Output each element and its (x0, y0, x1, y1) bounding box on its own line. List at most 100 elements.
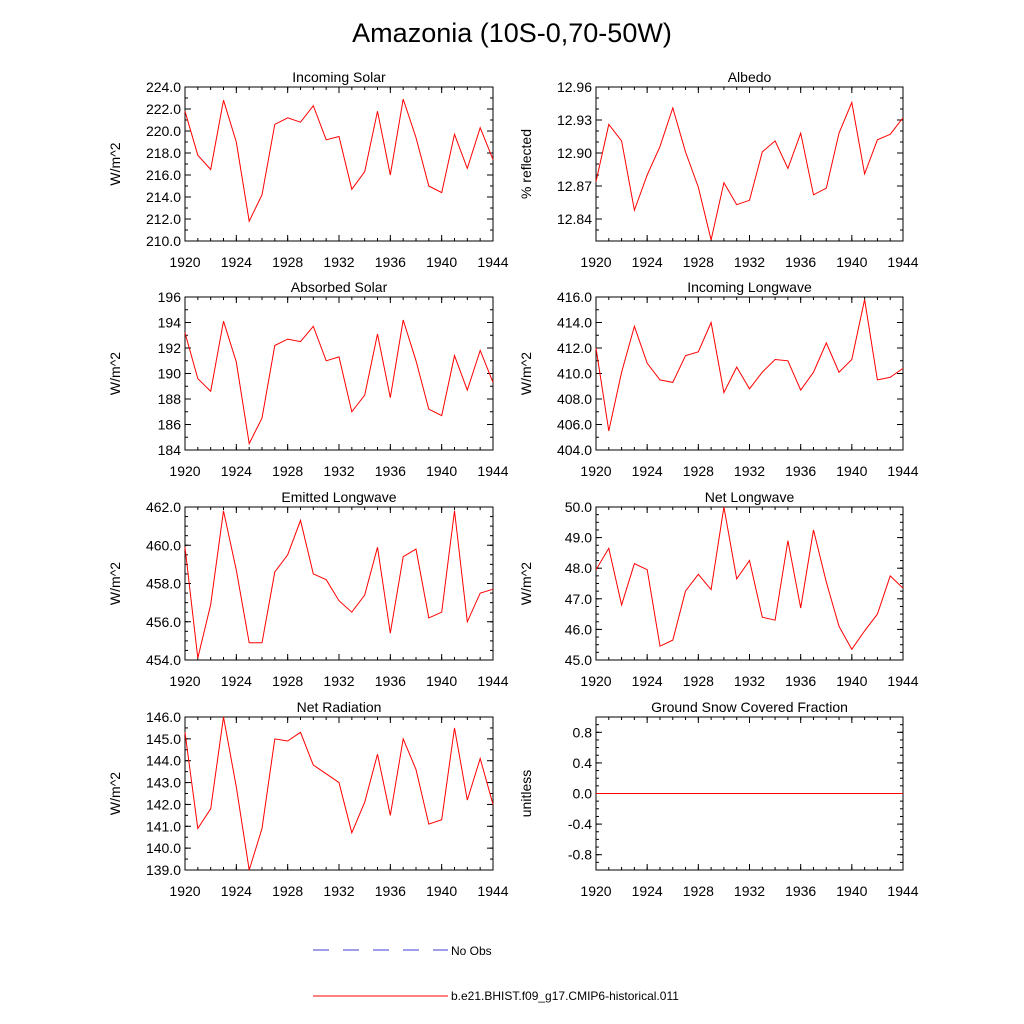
x-tick-label: 1944 (477, 463, 508, 479)
y-tick-label: 46.0 (565, 621, 592, 637)
x-tick-label: 1924 (221, 254, 252, 270)
x-tick-label: 1928 (272, 254, 303, 270)
x-tick-label: 1932 (323, 673, 354, 689)
x-tick-label: 1936 (785, 463, 816, 479)
x-tick-label: 1920 (169, 254, 200, 270)
series-line (184, 716, 494, 871)
y-axis-label: W/m^2 (107, 772, 123, 815)
y-tick-label: 216.0 (146, 167, 181, 183)
panel-title: Incoming Longwave (687, 279, 812, 295)
y-tick-label: 190 (158, 366, 182, 382)
x-tick-label: 1940 (426, 254, 457, 270)
y-tick-label: 0.8 (573, 724, 593, 740)
y-axis-label: unitless (518, 770, 534, 817)
y-tick-label: 48.0 (565, 560, 592, 576)
y-tick-label: 416.0 (557, 289, 592, 305)
x-tick-label: 1928 (683, 254, 714, 270)
x-tick-label: 1944 (477, 883, 508, 899)
series-line (184, 510, 494, 659)
panel-5: Emitted Longwave 1920 1924 1928 1932 1936 1940… (107, 489, 509, 689)
y-axis-label: W/m^2 (107, 142, 123, 185)
panel-title: Albedo (728, 69, 772, 85)
x-tick-label: 1928 (683, 883, 714, 899)
legend: No Obs b.e21.BHIST.f09_g17.CMIP6-historic… (313, 944, 679, 1003)
legend-label-model: b.e21.BHIST.f09_g17.CMIP6-historical.011 (451, 989, 679, 1003)
x-tick-label: 1932 (734, 254, 765, 270)
x-tick-label: 1924 (221, 673, 252, 689)
y-axis-label: W/m^2 (518, 562, 534, 605)
x-tick-label: 1940 (836, 254, 867, 270)
y-tick-label: 406.0 (557, 417, 592, 433)
series-line (184, 319, 494, 446)
y-tick-label: 186 (158, 417, 182, 433)
x-tick-label: 1940 (426, 463, 457, 479)
y-tick-label: 192 (158, 340, 182, 356)
panel-4: Incoming Longwave 1920 1924 1928 1932 1936 194… (518, 279, 919, 479)
panel-8: Ground Snow Covered Fraction 1920 1924 1928… (518, 699, 919, 899)
y-tick-label: 12.96 (557, 79, 592, 95)
x-tick-label: 1940 (836, 463, 867, 479)
y-tick-label: 188 (158, 391, 182, 407)
y-axis-label: W/m^2 (107, 562, 123, 605)
y-tick-label: 404.0 (557, 442, 592, 458)
panel-title: Ground Snow Covered Fraction (651, 699, 848, 715)
x-tick-label: 1936 (375, 673, 406, 689)
x-tick-label: 1920 (580, 883, 611, 899)
panel-title: Net Longwave (705, 489, 795, 505)
y-tick-label: 50.0 (565, 499, 592, 515)
y-tick-label: 142.0 (146, 796, 181, 812)
y-tick-label: 456.0 (146, 614, 181, 630)
plot-frame (184, 296, 494, 451)
panel-title: Incoming Solar (292, 69, 386, 85)
x-tick-label: 1932 (734, 673, 765, 689)
x-tick-label: 1940 (836, 883, 867, 899)
x-tick-label: 1920 (169, 673, 200, 689)
x-tick-label: 1936 (375, 254, 406, 270)
figure-title: Amazonia (10S-0,70-50W) (352, 18, 672, 48)
x-tick-label: 1924 (221, 463, 252, 479)
x-tick-label: 1944 (477, 673, 508, 689)
x-tick-label: 1932 (323, 883, 354, 899)
panel-3: Absorbed Solar 1920 1924 1928 1932 1936 1940 19… (107, 279, 509, 479)
y-tick-label: 454.0 (146, 652, 181, 668)
legend-label-no-obs: No Obs (451, 944, 492, 958)
x-tick-label: 1924 (632, 673, 663, 689)
plot-frame (184, 716, 494, 871)
x-tick-label: 1920 (580, 254, 611, 270)
plot-frame (595, 506, 904, 661)
x-tick-label: 1928 (683, 673, 714, 689)
y-tick-label: 408.0 (557, 391, 592, 407)
series-line (595, 299, 904, 432)
y-tick-label: 12.84 (557, 211, 592, 227)
y-tick-label: 224.0 (146, 79, 181, 95)
x-tick-label: 1932 (323, 254, 354, 270)
y-tick-label: 414.0 (557, 315, 592, 331)
y-tick-label: 0.0 (573, 786, 593, 802)
x-tick-label: 1944 (887, 463, 918, 479)
y-tick-label: 218.0 (146, 145, 181, 161)
x-tick-label: 1932 (734, 883, 765, 899)
y-tick-label: 146.0 (146, 709, 181, 725)
y-axis-label: W/m^2 (107, 352, 123, 395)
x-tick-label: 1924 (632, 463, 663, 479)
panel-2: Albedo 1920 1924 1928 1932 1936 1940 1944 12.84 1… (518, 69, 919, 270)
x-tick-label: 1920 (580, 673, 611, 689)
y-tick-label: 145.0 (146, 731, 181, 747)
y-tick-label: 47.0 (565, 591, 592, 607)
x-tick-label: 1936 (375, 463, 406, 479)
x-tick-label: 1928 (272, 673, 303, 689)
plot-frame (595, 296, 904, 451)
y-tick-label: 45.0 (565, 652, 592, 668)
y-tick-label: 0.4 (573, 755, 593, 771)
series-line (184, 98, 494, 223)
y-axis-label: W/m^2 (518, 352, 534, 395)
y-tick-label: 141.0 (146, 818, 181, 834)
x-tick-label: 1920 (580, 463, 611, 479)
y-tick-label: 458.0 (146, 576, 181, 592)
x-tick-label: 1920 (169, 883, 200, 899)
x-tick-label: 1928 (272, 883, 303, 899)
y-tick-label: 49.0 (565, 530, 592, 546)
y-tick-label: 184 (158, 442, 182, 458)
x-tick-label: 1924 (632, 883, 663, 899)
